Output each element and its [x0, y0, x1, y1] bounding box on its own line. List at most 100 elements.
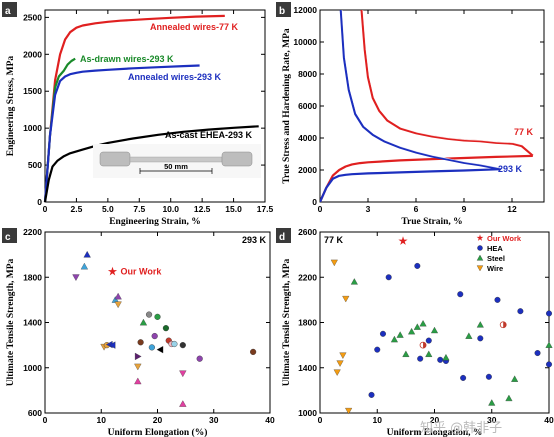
steel-point: [408, 327, 416, 335]
hea-point: [368, 391, 375, 398]
x-tick-label-a: 15.0: [225, 204, 242, 214]
steel-point: [350, 278, 358, 285]
legend-label-steel: Steel: [487, 254, 505, 263]
y-tick-label-a: 500: [28, 160, 42, 170]
x-tick-label-b: 12: [507, 204, 517, 214]
panel-badge-a: a: [2, 2, 17, 17]
svg-text:c: c: [5, 232, 11, 243]
y-tick-label-a: 1500: [23, 86, 42, 96]
wire-point: [330, 259, 338, 267]
y-tick-label-b: 4000: [298, 133, 317, 143]
x-tick-label-d: 30: [487, 415, 497, 425]
hea-point: [417, 355, 424, 362]
data-point: [134, 377, 142, 385]
data-point: [171, 340, 178, 348]
y-axis-label-d: Ultimate Tensile Strength, MPa: [282, 258, 292, 386]
hea-point: [374, 346, 381, 353]
half-filled-point-fill: [423, 342, 427, 349]
y-tick-label-c: 1400: [23, 318, 42, 328]
data-point: [114, 301, 122, 309]
steel-point: [419, 320, 427, 327]
plot-frame-c: [44, 231, 271, 414]
y-tick-label-b: 12000: [293, 5, 317, 15]
data-point: [134, 352, 142, 361]
hea-point: [379, 330, 386, 337]
x-tick-label-c: 10: [97, 415, 107, 425]
y-tick-label-b: 10000: [293, 37, 317, 47]
series-label-2: Annealed wires-293 K: [128, 72, 222, 82]
data-point: [145, 311, 153, 318]
series-label-77k: 77 K: [514, 127, 534, 137]
hea-point: [437, 356, 444, 363]
x-tick-label-d: 0: [318, 415, 323, 425]
half-filled-point-fill: [503, 321, 507, 328]
series-line-highlight-3: [341, 10, 503, 169]
y-tick-label-d: 1800: [298, 318, 317, 328]
data-point: [156, 345, 164, 354]
steel-point: [465, 332, 473, 339]
temperature-label: 293 K: [242, 235, 267, 245]
data-point: [154, 313, 161, 320]
x-tick-label-a: 7.5: [133, 204, 145, 214]
x-tick-label-c: 0: [43, 415, 48, 425]
hea-point: [385, 274, 392, 281]
panel-b-true-stress-hardening: 0 3 6 9 12 0 2000 4000 6000 8000 10000 12000 True St…: [282, 5, 545, 227]
legend-marker-steel: [476, 254, 484, 261]
steel-point: [402, 350, 410, 357]
data-point: [179, 370, 187, 378]
panel-badge-c: c: [2, 228, 17, 243]
x-tick-label-c: 40: [265, 415, 275, 425]
hea-point: [485, 373, 492, 380]
series-line-highlight-1: [362, 10, 535, 156]
panel-badge-d: d: [276, 228, 291, 243]
data-point: [250, 348, 257, 356]
hea-point: [460, 374, 467, 381]
wire-point: [342, 295, 350, 303]
x-tick-label-d: 40: [544, 415, 554, 425]
y-tick-label-d: 1000: [298, 408, 317, 418]
series-label-0: Annealed wires-77 K: [150, 22, 239, 32]
steel-point: [425, 350, 433, 357]
series-label-1: As-drawn wires-293 K: [80, 54, 174, 64]
data-point: [162, 325, 170, 332]
series-line-annealed-wires-293-k: [43, 64, 200, 203]
wire-point: [339, 352, 347, 359]
hea-point: [494, 296, 501, 303]
steel-point: [390, 335, 398, 343]
data-point: [134, 363, 142, 371]
steel-point: [430, 326, 439, 334]
series-line-hardening-rate-77k: [360, 10, 534, 157]
x-tick-label-b: 6: [414, 204, 419, 214]
steel-point: [413, 323, 421, 330]
data-point: [179, 342, 186, 349]
x-tick-label-a: 12.5: [194, 204, 211, 214]
x-axis-label-d: Uniform Elongation, %: [387, 428, 483, 437]
hea-point: [477, 335, 484, 342]
inset-wire-sample: 50 mm: [93, 144, 261, 178]
steel-point: [396, 331, 404, 338]
series-line-annealed-wires-77-k: [43, 14, 225, 203]
data-point: [114, 292, 122, 300]
x-axis-label-c: Uniform Elongation (%): [108, 427, 208, 437]
series-line-hardening-rate-293k: [339, 10, 502, 171]
steel-point: [545, 341, 553, 348]
svg-text:a: a: [5, 6, 11, 17]
inset-grip-right: [221, 151, 253, 167]
steel-point: [442, 353, 450, 361]
data-point: [108, 341, 116, 349]
wire-point: [336, 360, 344, 367]
x-tick-label-d: 20: [430, 415, 440, 425]
steel-point: [488, 399, 496, 406]
legend-label-wire: Wire: [487, 264, 503, 273]
series-label-293k: 293 K: [498, 164, 523, 174]
data-point: [196, 355, 203, 362]
y-tick-label-b: 0: [312, 197, 317, 207]
svg-text:b: b: [279, 6, 285, 17]
x-tick-label-b: 3: [366, 204, 371, 214]
y-tick-label-c: 1800: [23, 272, 42, 282]
temperature-label: 77 K: [324, 235, 344, 245]
panel-badge-b: b: [276, 2, 291, 17]
our-work-star: [398, 236, 408, 245]
